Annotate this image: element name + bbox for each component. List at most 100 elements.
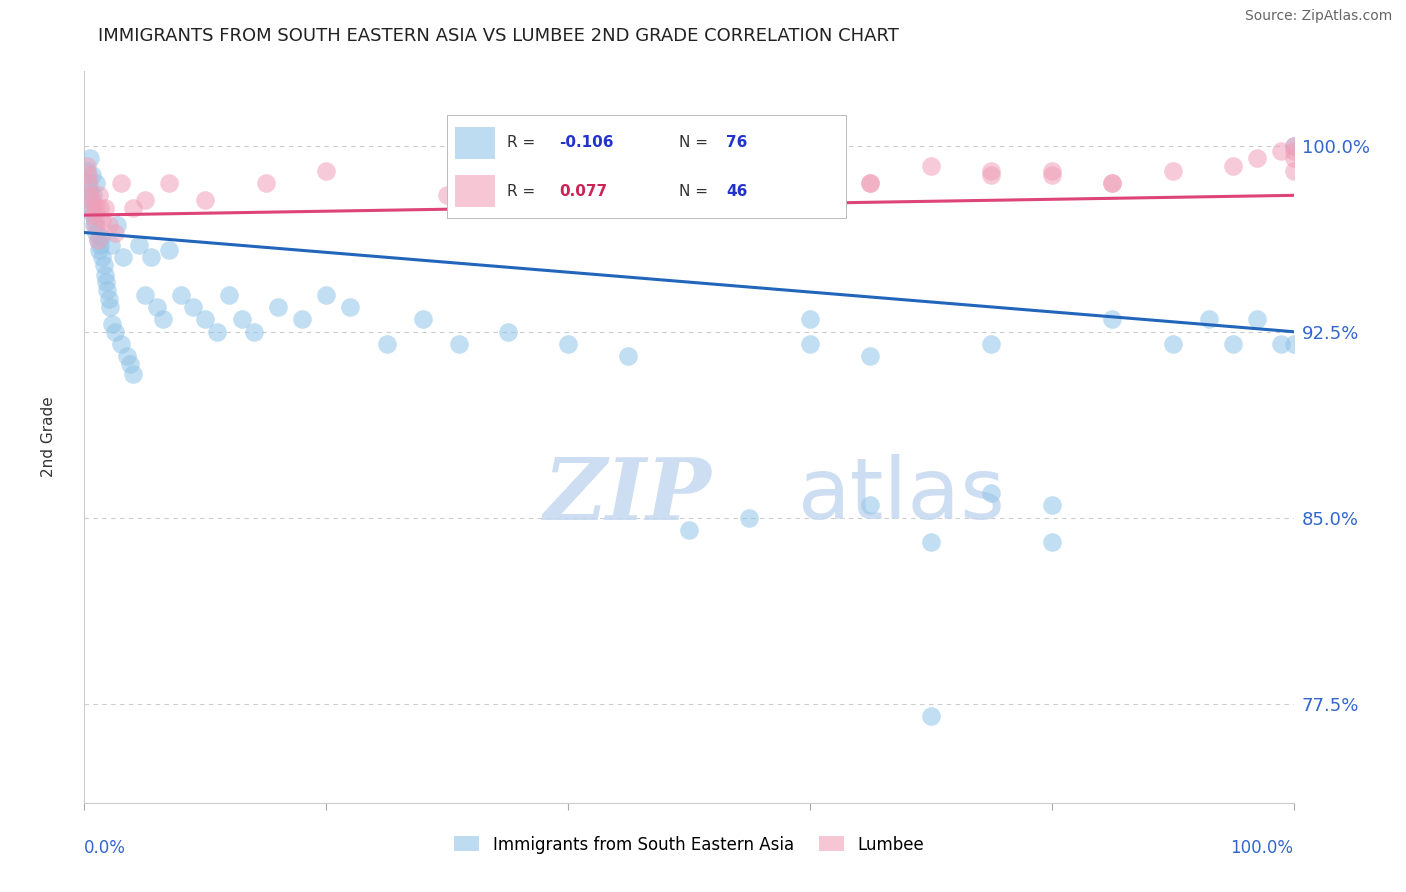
Point: [121, 367, 143, 381]
Point: [1040, 163, 1063, 178]
Point: [83, 208, 105, 222]
Point: [207, 325, 229, 339]
Point: [617, 350, 640, 364]
Point: [93, 258, 115, 272]
Point: [738, 176, 761, 190]
Point: [86, 176, 108, 190]
Point: [84, 218, 107, 232]
Point: [859, 176, 882, 190]
Point: [980, 486, 1002, 500]
Point: [84, 213, 107, 227]
Point: [267, 300, 290, 314]
Point: [339, 300, 361, 314]
Point: [98, 300, 121, 314]
Point: [89, 201, 111, 215]
Point: [86, 226, 108, 240]
Point: [1282, 337, 1305, 351]
Point: [83, 218, 105, 232]
Point: [315, 287, 337, 301]
Point: [242, 325, 264, 339]
Point: [94, 275, 117, 289]
Point: [436, 188, 458, 202]
Point: [157, 243, 180, 257]
Point: [859, 176, 882, 190]
Point: [920, 535, 942, 549]
Point: [291, 312, 314, 326]
Point: [254, 176, 277, 190]
Point: [170, 287, 193, 301]
Point: [82, 188, 104, 202]
Point: [1101, 176, 1123, 190]
Point: [412, 312, 434, 326]
Point: [496, 325, 519, 339]
Point: [1161, 163, 1184, 178]
Point: [799, 163, 821, 178]
Point: [96, 283, 118, 297]
Point: [97, 293, 120, 307]
Point: [77, 183, 100, 197]
Point: [120, 357, 142, 371]
Point: [146, 300, 169, 314]
Point: [134, 194, 156, 208]
Point: [90, 230, 112, 244]
Point: [94, 268, 117, 282]
Point: [980, 163, 1002, 178]
Point: [557, 176, 579, 190]
Point: [79, 188, 101, 202]
Point: [194, 194, 217, 208]
Point: [86, 233, 108, 247]
Point: [859, 350, 882, 364]
Point: [110, 337, 132, 351]
Point: [77, 176, 100, 190]
Point: [157, 176, 180, 190]
Point: [1282, 138, 1305, 153]
Point: [105, 218, 128, 232]
Point: [194, 312, 217, 326]
Point: [104, 226, 127, 240]
Point: [77, 169, 100, 183]
Point: [799, 312, 821, 326]
Point: [557, 337, 579, 351]
Legend: Immigrants from South Eastern Asia, Lumbee: Immigrants from South Eastern Asia, Lumb…: [447, 829, 931, 860]
Point: [1198, 312, 1220, 326]
Point: [1040, 498, 1063, 512]
Point: [110, 176, 132, 190]
Point: [152, 312, 174, 326]
Point: [115, 350, 138, 364]
Point: [1270, 337, 1292, 351]
Point: [1101, 176, 1123, 190]
Text: 100.0%: 100.0%: [1230, 839, 1294, 857]
Point: [980, 169, 1002, 183]
Point: [1282, 138, 1305, 153]
Point: [1040, 169, 1063, 183]
Text: IMMIGRANTS FROM SOUTH EASTERN ASIA VS LUMBEE 2ND GRADE CORRELATION CHART: IMMIGRANTS FROM SOUTH EASTERN ASIA VS LU…: [98, 27, 900, 45]
Point: [1282, 144, 1305, 158]
Point: [738, 510, 761, 524]
Point: [80, 201, 103, 215]
Point: [1161, 337, 1184, 351]
Point: [87, 243, 110, 257]
Text: atlas: atlas: [797, 454, 1005, 537]
Point: [315, 163, 337, 178]
Point: [104, 325, 127, 339]
Point: [920, 709, 942, 723]
Point: [94, 201, 117, 215]
Point: [80, 194, 103, 208]
Point: [1222, 159, 1244, 173]
Point: [139, 250, 162, 264]
Point: [1246, 312, 1268, 326]
Point: [1246, 151, 1268, 165]
Point: [1282, 151, 1305, 165]
Point: [79, 194, 101, 208]
Point: [91, 250, 114, 264]
Text: 2nd Grade: 2nd Grade: [41, 397, 56, 477]
Point: [112, 250, 135, 264]
Point: [82, 201, 104, 215]
Point: [1270, 144, 1292, 158]
Point: [100, 238, 122, 252]
Point: [375, 337, 398, 351]
Point: [121, 201, 143, 215]
Point: [86, 233, 108, 247]
Point: [77, 176, 100, 190]
Point: [80, 169, 103, 183]
